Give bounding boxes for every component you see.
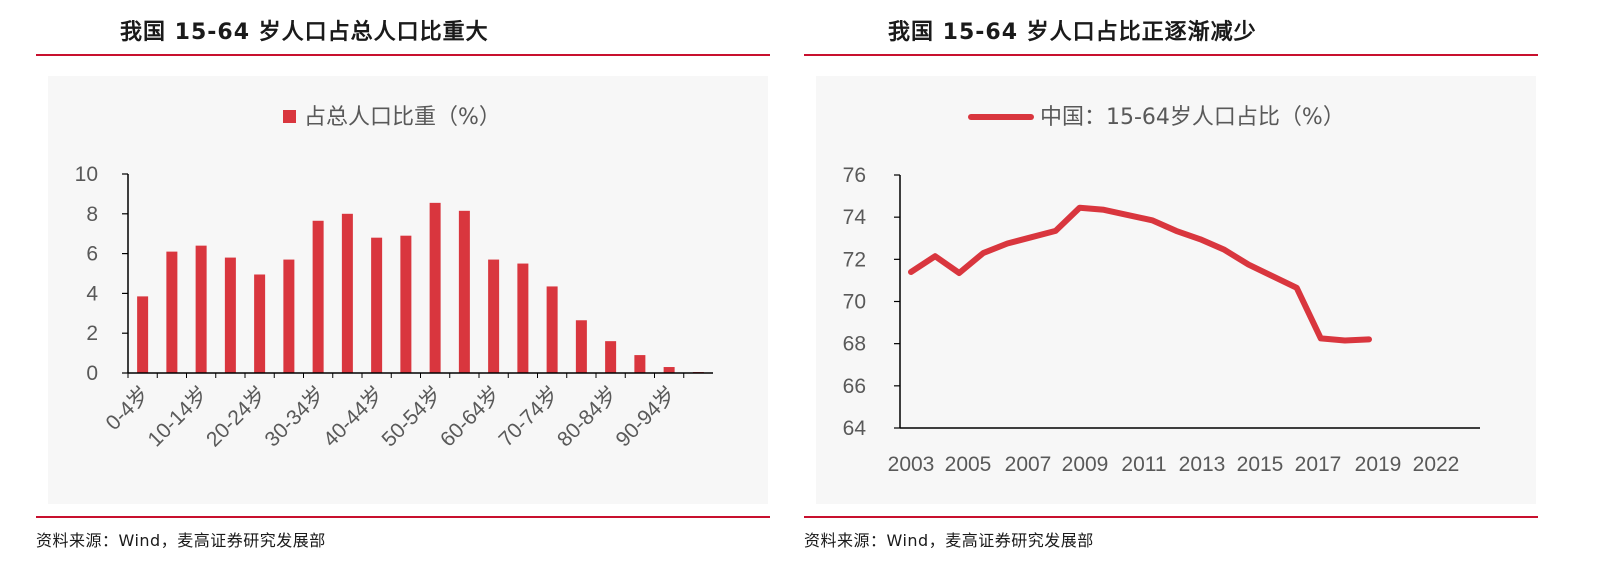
bar-5-9岁 <box>166 251 178 373</box>
bar-chart: 占总人口比重（%） 0 2 4 6 8 10 0-4岁10-14岁20-24岁30-34岁… <box>75 105 713 451</box>
y-tick-label: 6 <box>86 243 98 266</box>
legend-swatch <box>283 110 296 123</box>
x-tick-label: 2015 <box>1237 453 1284 476</box>
line-chart: 中国：15-64岁人口占比（%） 64 66 68 70 72 74 76 2003 2005… <box>843 105 1480 476</box>
bar-10-14岁 <box>195 245 207 373</box>
bar-15-19岁 <box>224 257 236 373</box>
series-line <box>908 204 1372 344</box>
right-source-note: 资料来源：Wind，麦高证券研究发展部 <box>804 531 1094 550</box>
bar-75-79岁 <box>575 320 587 373</box>
right-plot-area <box>816 76 1536 504</box>
x-category-label: 90-94岁 <box>612 382 681 451</box>
x-tick-label: 2022 <box>1413 453 1460 476</box>
y-tick-label: 76 <box>843 164 866 187</box>
legend-label: 中国：15-64岁人口占比（%） <box>1040 105 1345 130</box>
x-category-label: 0-4岁 <box>102 382 155 435</box>
x-tick-label: 2003 <box>888 453 935 476</box>
x-category-label: 50-54岁 <box>378 382 447 451</box>
y-tick-label: 10 <box>75 163 98 186</box>
bar-80-84岁 <box>605 341 617 373</box>
x-tick-label: 2019 <box>1355 453 1402 476</box>
x-category-label: 40-44岁 <box>319 382 388 451</box>
left-source-rule <box>36 516 770 518</box>
bar-50-54岁 <box>429 202 441 373</box>
bar-90-94岁 <box>663 367 675 373</box>
bar-55-59岁 <box>458 210 470 373</box>
bar-65-69岁 <box>517 263 529 373</box>
x-tick-label: 2011 <box>1121 453 1166 476</box>
x-category-label: 30-34岁 <box>261 382 330 451</box>
right-chart-panel: 我国 15-64 岁人口占比正逐渐减少 中国：15-64岁人口占比（%） 64 6… <box>804 0 1538 565</box>
left-chart-panel: 我国 15-64 岁人口占总人口比重大 占总人口比重（%） 0 2 4 6 8 10 0-… <box>36 0 770 565</box>
x-tick-label: 2013 <box>1179 453 1226 476</box>
y-tick-label: 64 <box>843 417 867 440</box>
y-tick-label: 70 <box>843 291 866 314</box>
right-source-rule <box>804 516 1538 518</box>
bar-85-89岁 <box>634 355 646 373</box>
y-tick-label: 4 <box>86 282 98 305</box>
bar-60-64岁 <box>488 259 500 373</box>
x-category-label: 60-64岁 <box>436 382 505 451</box>
bar-25-29岁 <box>283 259 295 373</box>
legend-label: 占总人口比重（%） <box>304 105 501 130</box>
y-tick-label: 2 <box>86 322 98 345</box>
right-title-rule <box>804 54 1538 56</box>
x-category-label: 70-74岁 <box>495 382 564 451</box>
left-source-note: 资料来源：Wind，麦高证券研究发展部 <box>36 531 326 550</box>
y-tick-label: 74 <box>843 206 867 229</box>
x-category-label: 20-24岁 <box>202 382 271 451</box>
y-tick-label: 8 <box>86 203 98 226</box>
bar-0-4岁 <box>137 296 149 373</box>
y-tick-label: 0 <box>86 362 98 385</box>
x-tick-label: 2017 <box>1295 453 1342 476</box>
bar-40-44岁 <box>371 237 383 373</box>
right-chart-title: 我国 15-64 岁人口占比正逐渐减少 <box>888 20 1257 45</box>
y-tick-label: 68 <box>843 333 866 356</box>
x-tick-label: 2005 <box>945 453 992 476</box>
left-title-rule <box>36 54 770 56</box>
x-tick-label: 2009 <box>1062 453 1109 476</box>
x-tick-label: 2007 <box>1005 453 1052 476</box>
y-tick-label: 66 <box>843 375 866 398</box>
bar-20-24岁 <box>254 274 266 373</box>
x-category-label: 10-14岁 <box>144 382 213 451</box>
left-chart-title: 我国 15-64 岁人口占总人口比重大 <box>120 20 489 45</box>
bar-30-34岁 <box>312 220 324 373</box>
bar-45-49岁 <box>400 235 412 373</box>
x-category-label: 80-84岁 <box>553 382 622 451</box>
bar-70-74岁 <box>546 286 558 373</box>
bar-35-39岁 <box>341 213 353 373</box>
y-tick-label: 72 <box>843 248 866 271</box>
